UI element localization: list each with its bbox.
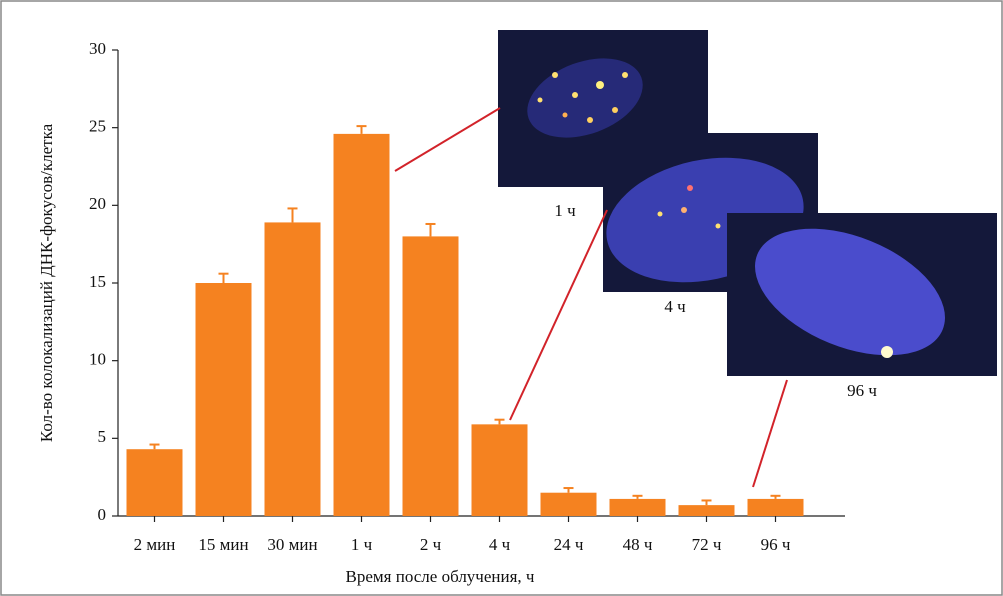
x-tick-label: 30 мин [267,535,317,554]
y-tick-label: 15 [89,272,106,291]
bar [678,505,735,516]
annotation: 4 ч [664,297,686,316]
x-tick-label: 4 ч [489,535,511,554]
x-tick-label: 96 ч [761,535,791,554]
bar [747,498,804,516]
bar [264,222,321,517]
x-tick-label: 15 мин [198,535,248,554]
connector [509,209,608,421]
x-tick-label: 1 ч [351,535,373,554]
connector [752,379,788,488]
bar [471,424,528,516]
y-tick-label: 10 [89,350,106,369]
bar [540,492,597,516]
x-tick-label: 48 ч [623,535,653,554]
y-tick-label: 25 [89,117,106,136]
x-tick-label: 72 ч [692,535,722,554]
y-tick-label: 20 [89,194,106,213]
x-tick-label: 2 мин [134,535,176,554]
x-tick-label: 24 ч [554,535,584,554]
y-axis-title: Кол-во колокализаций ДНК-фокусов/клетка [37,123,56,442]
y-tick-label: 5 [98,427,107,446]
y-tick-label: 30 [89,39,106,58]
connector [394,107,501,172]
x-axis-title: Время после облучения, ч [346,567,535,586]
annotation: 96 ч [847,381,877,400]
inset-96h [727,213,997,376]
bar [195,283,252,516]
x-tick-label: 2 ч [420,535,442,554]
bar [333,133,390,516]
bar [402,236,459,516]
annotation: 1 ч [554,201,576,220]
bar [609,498,666,516]
bar [126,449,183,516]
y-tick-label: 0 [98,505,107,524]
